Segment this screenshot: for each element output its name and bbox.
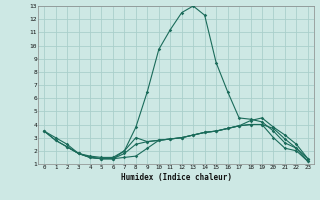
X-axis label: Humidex (Indice chaleur): Humidex (Indice chaleur) (121, 173, 231, 182)
